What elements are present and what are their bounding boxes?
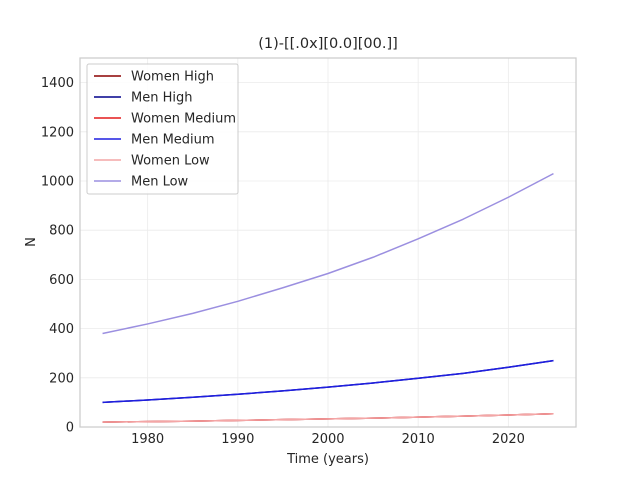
series-line-5 (102, 172, 554, 335)
y-tick-label: 1000 (41, 175, 74, 190)
y-tick-label: 1400 (41, 76, 74, 91)
series-line-4 (102, 412, 554, 423)
legend-label: Men Low (131, 175, 189, 190)
x-tick-labels: 1980 1990 2000 2010 2020 (131, 432, 525, 447)
legend: Women High Men High Women Medium Men Medium… (86, 63, 239, 195)
x-axis-label: Time (years) (286, 452, 369, 467)
x-tick-label: 1990 (221, 432, 254, 447)
series-group (102, 172, 554, 423)
y-tick-label: 1200 (41, 125, 74, 140)
legend-label: Women Medium (131, 112, 236, 127)
x-tick-label: 2000 (311, 432, 344, 447)
x-tick-label: 2020 (492, 432, 525, 447)
plot-frame (79, 57, 577, 428)
grid (80, 58, 576, 428)
series-line-3 (102, 359, 554, 404)
legend-label: Women Low (131, 154, 210, 169)
y-tick-label: 600 (49, 273, 74, 288)
y-tick-labels: 0 200 400 600 800 1000 1200 1400 (41, 76, 74, 435)
legend-box (86, 63, 239, 195)
legend-label: Men Medium (131, 133, 215, 148)
legend-label: Women High (131, 70, 214, 85)
y-tick-label: 800 (49, 224, 74, 239)
y-tick-label: 200 (49, 371, 74, 386)
legend-label: Men High (131, 91, 192, 106)
x-tick-label: 1980 (131, 432, 164, 447)
chart-title: (1)-[[.0x][0.0][00.]] (258, 36, 398, 52)
y-axis-label: N (24, 237, 39, 247)
x-tick-label: 2010 (402, 432, 435, 447)
y-tick-label: 0 (66, 421, 74, 436)
y-tick-label: 400 (49, 322, 74, 337)
